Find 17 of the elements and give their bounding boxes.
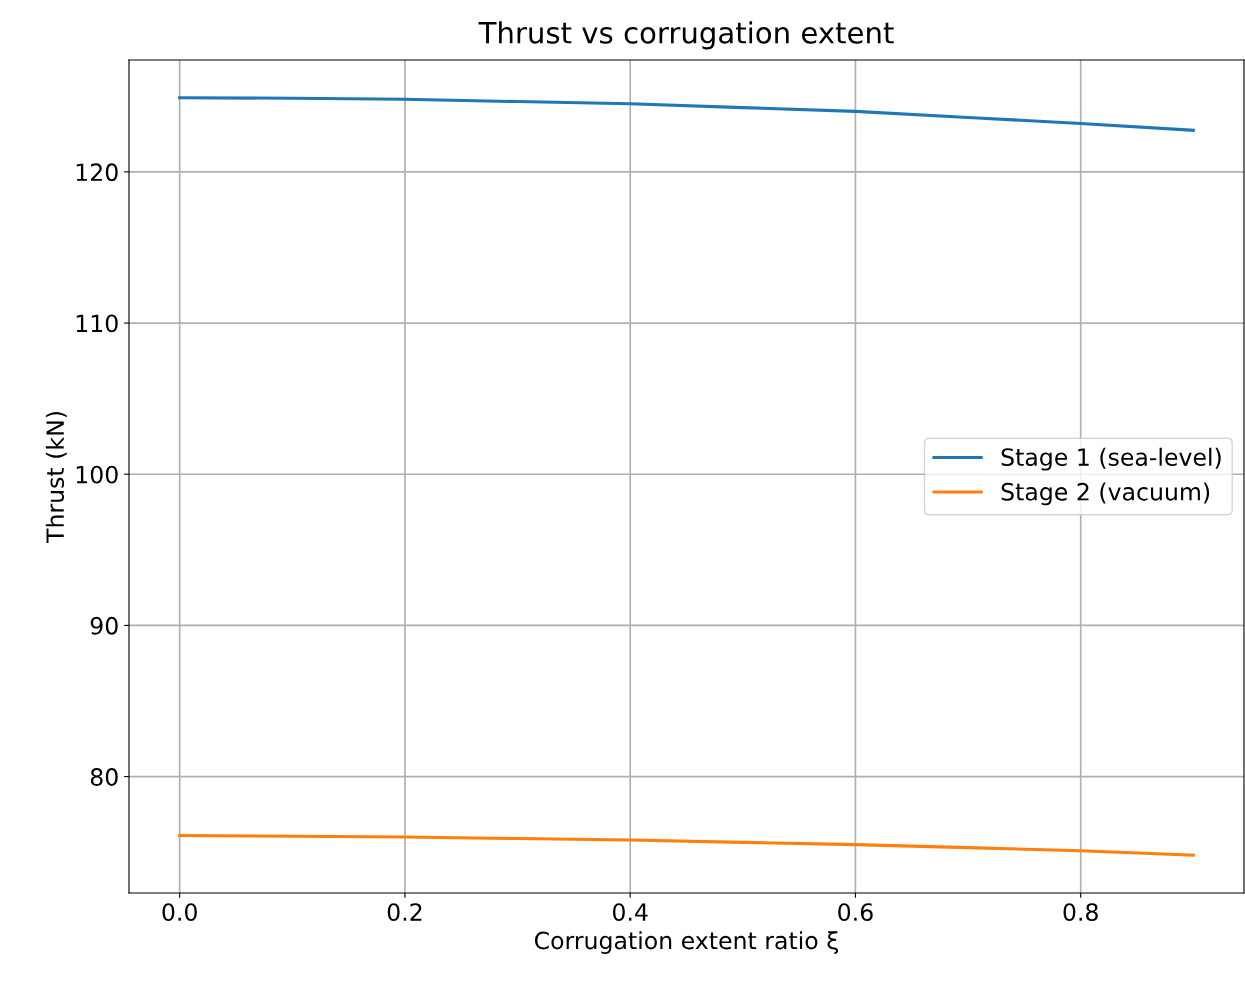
y-tick-label: 80: [90, 768, 118, 786]
x-axis-title: Corrugation extent ratio ξ: [534, 931, 839, 955]
x-tick-label: 0.6: [838, 903, 873, 921]
y-axis-title: Thrust (kN): [45, 412, 67, 544]
y-tick-label: 110: [76, 314, 118, 333]
y-tick-label: 100: [76, 465, 118, 484]
legend-label: Stage 1 (sea-level): [1001, 447, 1221, 471]
line-series: [178, 834, 1195, 857]
legend-label: Stage 2 (vacuum): [1001, 482, 1210, 506]
y-tick-label: 90: [90, 616, 118, 635]
x-tick-label: 0.4: [612, 903, 648, 921]
x-tick-label: 0.8: [1063, 903, 1098, 921]
line-series: [178, 96, 1195, 132]
x-tick-label: 0.2: [387, 903, 422, 921]
chart-title: Thrust vs corrugation extent: [478, 21, 894, 50]
x-tick-label: 0.0: [162, 903, 197, 921]
y-tick-label: 120: [76, 163, 118, 182]
